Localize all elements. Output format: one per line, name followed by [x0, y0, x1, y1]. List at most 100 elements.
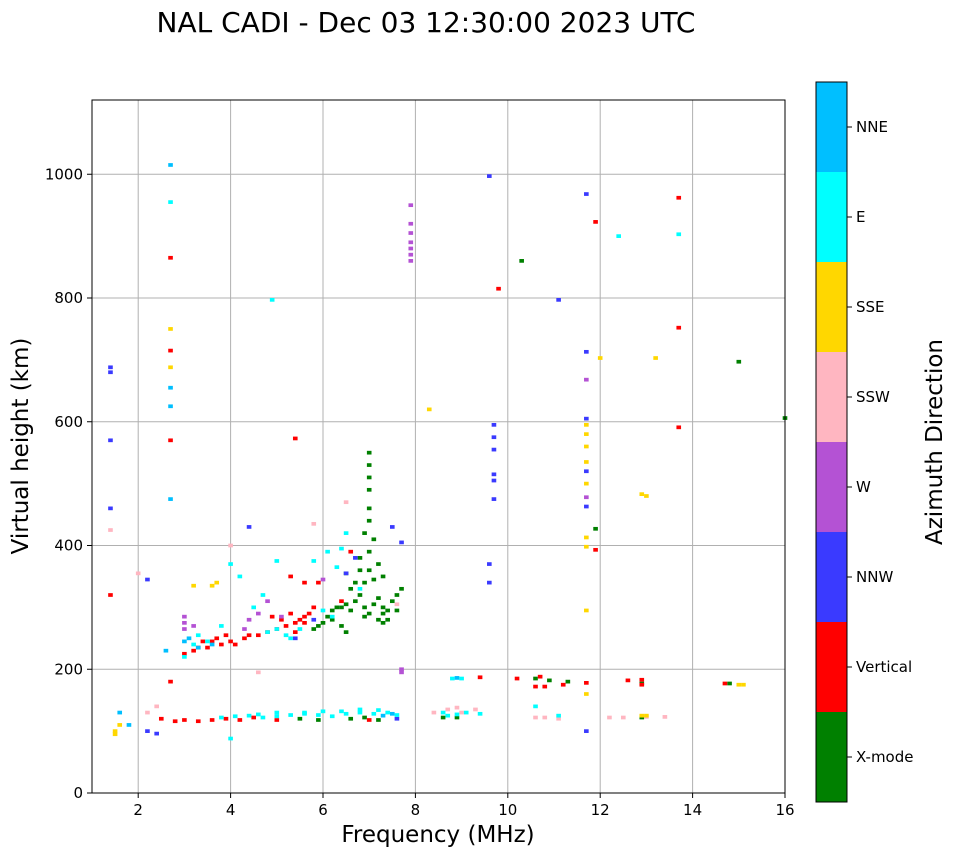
data-point [339, 605, 344, 610]
data-point [343, 630, 349, 634]
data-point [242, 636, 247, 641]
data-point [376, 617, 381, 622]
data-point [228, 639, 233, 644]
data-point [279, 617, 284, 622]
data-point [339, 709, 344, 714]
colorbar-tick-label: NNE [856, 118, 888, 136]
data-point [533, 684, 538, 689]
plot-background [92, 100, 785, 793]
data-point [292, 436, 298, 441]
data-point [487, 174, 492, 178]
data-point [256, 670, 261, 675]
data-point [366, 487, 372, 492]
data-point [135, 571, 141, 576]
data-point [168, 365, 173, 370]
data-point [357, 707, 363, 712]
data-point [251, 605, 257, 610]
data-point [371, 537, 377, 542]
data-point [639, 677, 645, 682]
data-point [380, 611, 386, 616]
data-point [343, 571, 349, 576]
data-point [168, 255, 173, 260]
x-tick-label: 6 [318, 801, 328, 819]
y-tick-label: 200 [54, 660, 83, 678]
data-point [385, 710, 390, 715]
data-point [450, 676, 455, 681]
data-point [491, 435, 497, 440]
data-point [117, 723, 123, 727]
data-point [459, 710, 464, 715]
data-point [108, 438, 113, 443]
data-point [292, 620, 298, 625]
data-point [343, 500, 349, 505]
data-point [353, 556, 358, 560]
data-point [334, 605, 340, 610]
data-point [168, 679, 173, 684]
data-point [163, 648, 169, 653]
data-point [154, 731, 159, 736]
data-point [593, 220, 598, 224]
data-point [584, 432, 589, 436]
data-point [145, 710, 150, 715]
data-point [232, 642, 238, 647]
data-point [556, 716, 561, 721]
data-point [394, 593, 400, 597]
data-point [366, 518, 372, 523]
data-point [205, 639, 210, 644]
data-point [408, 240, 414, 245]
data-point [639, 682, 645, 687]
data-point [366, 718, 372, 722]
data-point [274, 718, 280, 722]
data-point [593, 547, 598, 552]
data-point [182, 718, 187, 722]
data-point [676, 232, 682, 237]
data-point [463, 710, 469, 715]
y-axis-ticks: 0 200 400 600 800 1000 [45, 165, 92, 802]
colorbar-tick-label: X-mode [856, 748, 913, 766]
y-tick-label: 400 [54, 537, 83, 555]
data-point [584, 535, 589, 540]
x-axis-ticks: 2 4 6 8 10 12 14 16 [133, 793, 795, 819]
data-point [676, 195, 682, 200]
data-point [228, 543, 233, 548]
data-point [182, 614, 187, 619]
data-point [542, 715, 548, 720]
data-point [394, 608, 400, 613]
data-point [232, 714, 238, 719]
data-point [343, 602, 349, 607]
data-point [168, 348, 173, 353]
data-point [311, 617, 317, 622]
data-point [547, 678, 552, 683]
data-point [371, 711, 377, 716]
x-tick-label: 16 [775, 801, 794, 819]
data-point [288, 611, 293, 616]
data-point [219, 642, 224, 647]
data-point [556, 298, 561, 302]
data-point [223, 716, 229, 721]
data-point [584, 544, 589, 549]
data-point [191, 624, 196, 628]
colorbar-segment [816, 532, 847, 622]
data-point [158, 716, 164, 721]
data-point [228, 562, 233, 566]
data-point [279, 614, 284, 619]
data-point [223, 633, 229, 638]
data-point [274, 627, 280, 631]
data-point [376, 562, 381, 566]
data-point [126, 723, 132, 727]
data-point [620, 715, 626, 720]
data-point [426, 407, 432, 412]
data-point [362, 531, 367, 535]
data-point [473, 707, 478, 712]
data-point [371, 577, 377, 582]
data-point [357, 593, 363, 597]
data-point [182, 655, 187, 659]
data-point [366, 611, 372, 616]
data-point [269, 298, 275, 302]
data-point [491, 478, 497, 483]
x-tick-label: 4 [226, 801, 236, 819]
data-point [274, 714, 280, 719]
colorbar-segment [816, 82, 847, 172]
data-point [112, 732, 118, 737]
data-point [339, 546, 344, 551]
